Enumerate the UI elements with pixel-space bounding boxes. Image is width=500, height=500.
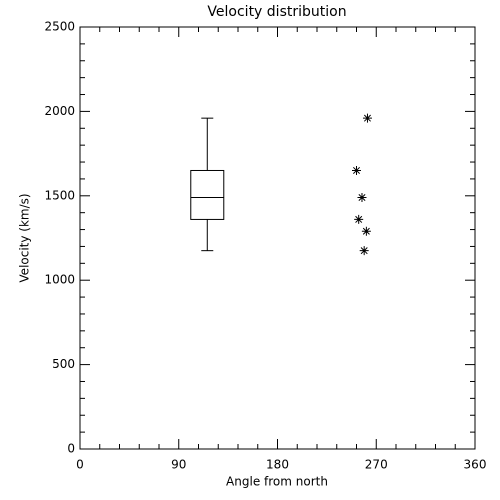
x-axis-label: Angle from north: [226, 475, 328, 489]
y-tick-label: 0: [67, 442, 75, 456]
x-tick-label: 180: [266, 458, 289, 472]
x-tick-label: 270: [365, 458, 388, 472]
asterisk-point: [354, 214, 364, 224]
asterisk-point: [357, 192, 367, 202]
x-tick-label: 360: [464, 458, 487, 472]
y-tick-label: 1000: [44, 273, 75, 287]
chart-title: Velocity distribution: [207, 4, 346, 20]
asterisk-point: [361, 226, 371, 236]
y-tick-label: 500: [52, 357, 75, 371]
y-axis-label: Velocity (km/s): [18, 193, 32, 282]
box: [190, 169, 225, 220]
x-tick-label: 0: [76, 458, 84, 472]
y-tick-label: 2500: [44, 20, 75, 34]
y-tick-label: 1500: [44, 188, 75, 202]
y-tick-label: 2000: [44, 104, 75, 118]
asterisk-point: [359, 246, 369, 256]
asterisk-point: [362, 113, 372, 123]
asterisk-point: [352, 165, 361, 175]
x-tick-label: 90: [171, 458, 186, 472]
